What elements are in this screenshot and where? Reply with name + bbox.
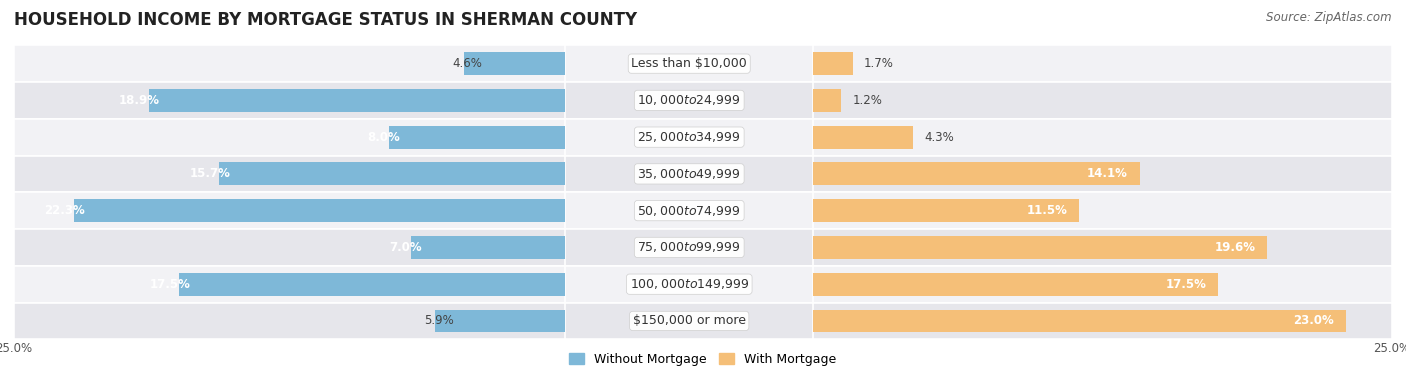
Text: 1.2%: 1.2% (852, 94, 883, 107)
Bar (464, 52, 565, 75)
Bar (73, 199, 565, 222)
Text: 7.0%: 7.0% (389, 241, 422, 254)
Bar (14, 229, 565, 266)
Text: 5.9%: 5.9% (425, 314, 454, 327)
Bar (219, 162, 565, 185)
Bar (14, 119, 565, 156)
Text: 11.5%: 11.5% (1026, 204, 1069, 217)
Text: $150,000 or more: $150,000 or more (633, 314, 745, 327)
Bar (14, 156, 565, 192)
Text: $35,000 to $49,999: $35,000 to $49,999 (637, 167, 741, 181)
Text: 22.3%: 22.3% (44, 204, 84, 217)
Text: $100,000 to $149,999: $100,000 to $149,999 (630, 277, 749, 291)
Text: 17.5%: 17.5% (1166, 278, 1206, 291)
Bar (180, 273, 565, 296)
Bar (434, 310, 565, 332)
Text: 8.0%: 8.0% (367, 131, 399, 144)
Bar (149, 89, 565, 112)
Bar (813, 229, 1392, 266)
Text: 15.7%: 15.7% (190, 167, 231, 180)
Bar (813, 156, 1392, 192)
Bar (813, 236, 1267, 259)
Bar (813, 45, 1392, 82)
Text: 4.3%: 4.3% (924, 131, 955, 144)
Text: 14.1%: 14.1% (1087, 167, 1128, 180)
Bar (813, 303, 1392, 339)
Bar (813, 119, 1392, 156)
Bar (411, 236, 565, 259)
Bar (813, 89, 841, 112)
Text: 1.7%: 1.7% (865, 57, 894, 70)
Bar (565, 45, 813, 82)
Bar (813, 126, 912, 149)
Text: 19.6%: 19.6% (1215, 241, 1256, 254)
Text: 4.6%: 4.6% (453, 57, 482, 70)
Bar (565, 192, 813, 229)
Text: $75,000 to $99,999: $75,000 to $99,999 (637, 241, 741, 254)
Bar (565, 82, 813, 119)
Text: 18.9%: 18.9% (118, 94, 159, 107)
Bar (565, 266, 813, 302)
Bar (389, 126, 565, 149)
Text: 17.5%: 17.5% (149, 278, 190, 291)
Legend: Without Mortgage, With Mortgage: Without Mortgage, With Mortgage (564, 348, 842, 371)
Bar (813, 310, 1346, 332)
Bar (813, 52, 852, 75)
Bar (14, 45, 565, 82)
Bar (14, 303, 565, 339)
Bar (813, 199, 1080, 222)
Text: $50,000 to $74,999: $50,000 to $74,999 (637, 204, 741, 218)
Bar (813, 266, 1392, 302)
Bar (813, 82, 1392, 119)
Text: Source: ZipAtlas.com: Source: ZipAtlas.com (1267, 11, 1392, 24)
Bar (565, 156, 813, 192)
Text: $10,000 to $24,999: $10,000 to $24,999 (637, 93, 741, 107)
Bar (813, 162, 1140, 185)
Bar (14, 266, 565, 302)
Text: $25,000 to $34,999: $25,000 to $34,999 (637, 130, 741, 144)
Text: HOUSEHOLD INCOME BY MORTGAGE STATUS IN SHERMAN COUNTY: HOUSEHOLD INCOME BY MORTGAGE STATUS IN S… (14, 11, 637, 29)
Bar (14, 82, 565, 119)
Text: 23.0%: 23.0% (1294, 314, 1334, 327)
Bar (813, 192, 1392, 229)
Bar (813, 273, 1219, 296)
Bar (565, 229, 813, 266)
Bar (565, 119, 813, 156)
Bar (565, 303, 813, 339)
Bar (14, 192, 565, 229)
Text: Less than $10,000: Less than $10,000 (631, 57, 747, 70)
